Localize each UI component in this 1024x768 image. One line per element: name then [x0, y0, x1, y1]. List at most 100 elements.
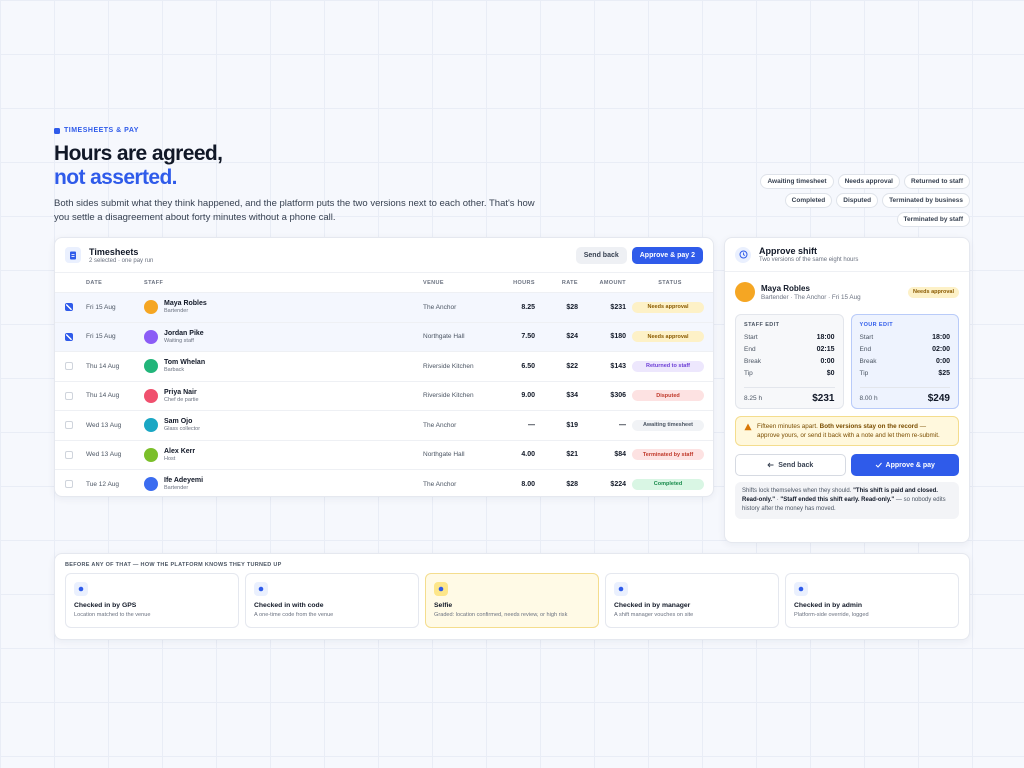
person-detail: Bartender · The Anchor · Fri 15 Aug — [761, 293, 861, 301]
field: Break 0:00 — [860, 358, 951, 370]
icon — [614, 582, 628, 596]
avatar — [735, 282, 755, 302]
field: End 02:00 — [860, 346, 951, 358]
date: Fri 15 Aug — [86, 333, 116, 341]
staff-info: Maya Robles Bartender — [164, 300, 207, 314]
avatar — [144, 388, 158, 403]
staff-role: Barback — [164, 367, 185, 374]
panel-subtitle: Two versions of the same eight hours — [759, 257, 859, 263]
person: Maya Robles Bartender · The Anchor · Fri … — [725, 272, 969, 302]
field-value: 0:00 — [820, 358, 835, 365]
staff-role: Bartender — [164, 485, 189, 492]
method-icon — [618, 586, 624, 592]
amount: $231 — [610, 303, 626, 311]
amount: $306 — [610, 392, 626, 400]
approve-button[interactable]: Approve & pay 2 — [631, 246, 703, 264]
edit-label: YOUR EDIT — [859, 322, 894, 328]
cell: Terminated by staff — [626, 449, 713, 461]
staff-name: Ife Adeyemi — [164, 477, 204, 485]
avatar — [144, 418, 158, 433]
your-edit: YOUR EDIT Start 18:00 End 02:00 Break 0:00 Tip $… — [850, 314, 959, 409]
staff-name: Maya Robles — [164, 300, 207, 308]
warning-icon — [744, 423, 752, 431]
doc-icon — [70, 251, 76, 259]
person-name: Maya Robles — [761, 283, 810, 293]
status-chip: Terminated by staff — [896, 212, 970, 227]
hours: 8.00 — [521, 480, 535, 488]
checkbox[interactable] — [65, 450, 73, 459]
cell — [65, 480, 86, 489]
venue: The Anchor — [423, 303, 457, 311]
method-description: A one-time code from the venue — [254, 612, 334, 618]
staff-edit: STAFF EDIT Start 18:00 End 02:15 Break 0:00 Tip… — [735, 314, 844, 409]
cell: Awaiting timesheet — [626, 419, 713, 431]
status-chip: Awaiting timesheet — [760, 174, 834, 189]
field: Tip $0 — [744, 370, 835, 382]
send-back-button[interactable]: Send back — [575, 246, 627, 264]
card-header: Timesheets 2 selected · one pay run Send … — [55, 238, 713, 272]
method-card: Selfie Graded: location confirmed, needs … — [425, 573, 599, 628]
avatar — [144, 359, 158, 374]
amount: $224 — [610, 480, 626, 488]
total: $249 — [927, 393, 950, 404]
icon — [434, 582, 448, 596]
rows: Fri 15 Aug Maya Robles Bartender The Anchor… — [55, 292, 713, 496]
staff-role: Waiting staff — [164, 337, 194, 344]
column-header: RATE — [561, 279, 578, 286]
hours: 6.50 — [521, 362, 535, 370]
timesheets-card: Timesheets 2 selected · one pay run Send … — [54, 237, 714, 497]
rate: $34 — [566, 392, 578, 400]
rate: $19 — [566, 421, 578, 429]
venue: Riverside Kitchen — [423, 362, 474, 370]
staff-cell: Maya Robles Bartender — [144, 300, 423, 315]
staff-info: Jordan Pike Waiting staff — [164, 330, 204, 344]
approve-button[interactable]: Approve & pay — [850, 454, 959, 476]
text: — approve yours, or send it back with a … — [757, 423, 940, 439]
cell — [65, 450, 86, 459]
send-back-button[interactable]: Send back — [735, 454, 846, 476]
table-row: Thu 14 Aug Tom Whelan Barback Riverside Kit… — [55, 351, 713, 381]
field-value: $25 — [938, 370, 950, 377]
icon — [794, 582, 808, 596]
field-value: 0:00 — [935, 358, 950, 365]
lock-note: Shifts lock themselves when they should.… — [735, 482, 959, 519]
total-row: 8.00 h $249 — [859, 387, 950, 404]
checkbox[interactable] — [65, 421, 73, 430]
text-bold: "This shift is paid and closed. Read-onl… — [742, 488, 938, 503]
field-value: 02:15 — [816, 346, 835, 353]
status-chip: Needs approval — [837, 174, 900, 189]
hours: 8.00 h — [859, 395, 878, 402]
status-chip: Returned to staff — [904, 174, 970, 189]
avatar — [144, 477, 158, 492]
method-description: A shift manager vouches on site — [614, 612, 694, 618]
edits: STAFF EDIT Start 18:00 End 02:15 Break 0:00 Tip… — [725, 302, 969, 409]
checkbox[interactable] — [65, 303, 73, 312]
field-label: End — [859, 346, 872, 353]
label: Approve & pay — [885, 461, 935, 469]
date: Tue 12 Aug — [86, 480, 120, 488]
checkbox[interactable] — [65, 332, 73, 341]
text: Shifts lock themselves when they should. — [742, 488, 854, 494]
headline: Hours are agreed, not asserted. — [54, 142, 223, 190]
staff-cell: Ife Adeyemi Bartender — [144, 477, 423, 492]
status-chips: Awaiting timesheet Needs approval Returned… — [740, 174, 970, 227]
icon — [254, 582, 268, 596]
staff-cell: Alex Kerr Host — [144, 447, 423, 462]
column-header: DATE — [86, 279, 103, 286]
table-row: Wed 13 Aug Sam Ojo Glass collector The Anch… — [55, 410, 713, 440]
staff-info: Alex Kerr Host — [164, 448, 195, 462]
field: Start 18:00 — [744, 334, 835, 346]
field: Start 18:00 — [860, 334, 951, 346]
method-card: Checked in by manager A shift manager vou… — [605, 573, 779, 628]
field: Break 0:00 — [744, 358, 835, 370]
amount: — — [619, 421, 626, 429]
status-pill: Terminated by staff — [632, 449, 704, 461]
date: Thu 14 Aug — [86, 362, 120, 370]
field-label: Break — [744, 358, 761, 365]
checkbox[interactable] — [65, 391, 73, 400]
field: End 02:15 — [744, 346, 835, 358]
cell — [65, 303, 86, 312]
checkbox[interactable] — [65, 362, 73, 371]
checkbox[interactable] — [65, 480, 73, 489]
